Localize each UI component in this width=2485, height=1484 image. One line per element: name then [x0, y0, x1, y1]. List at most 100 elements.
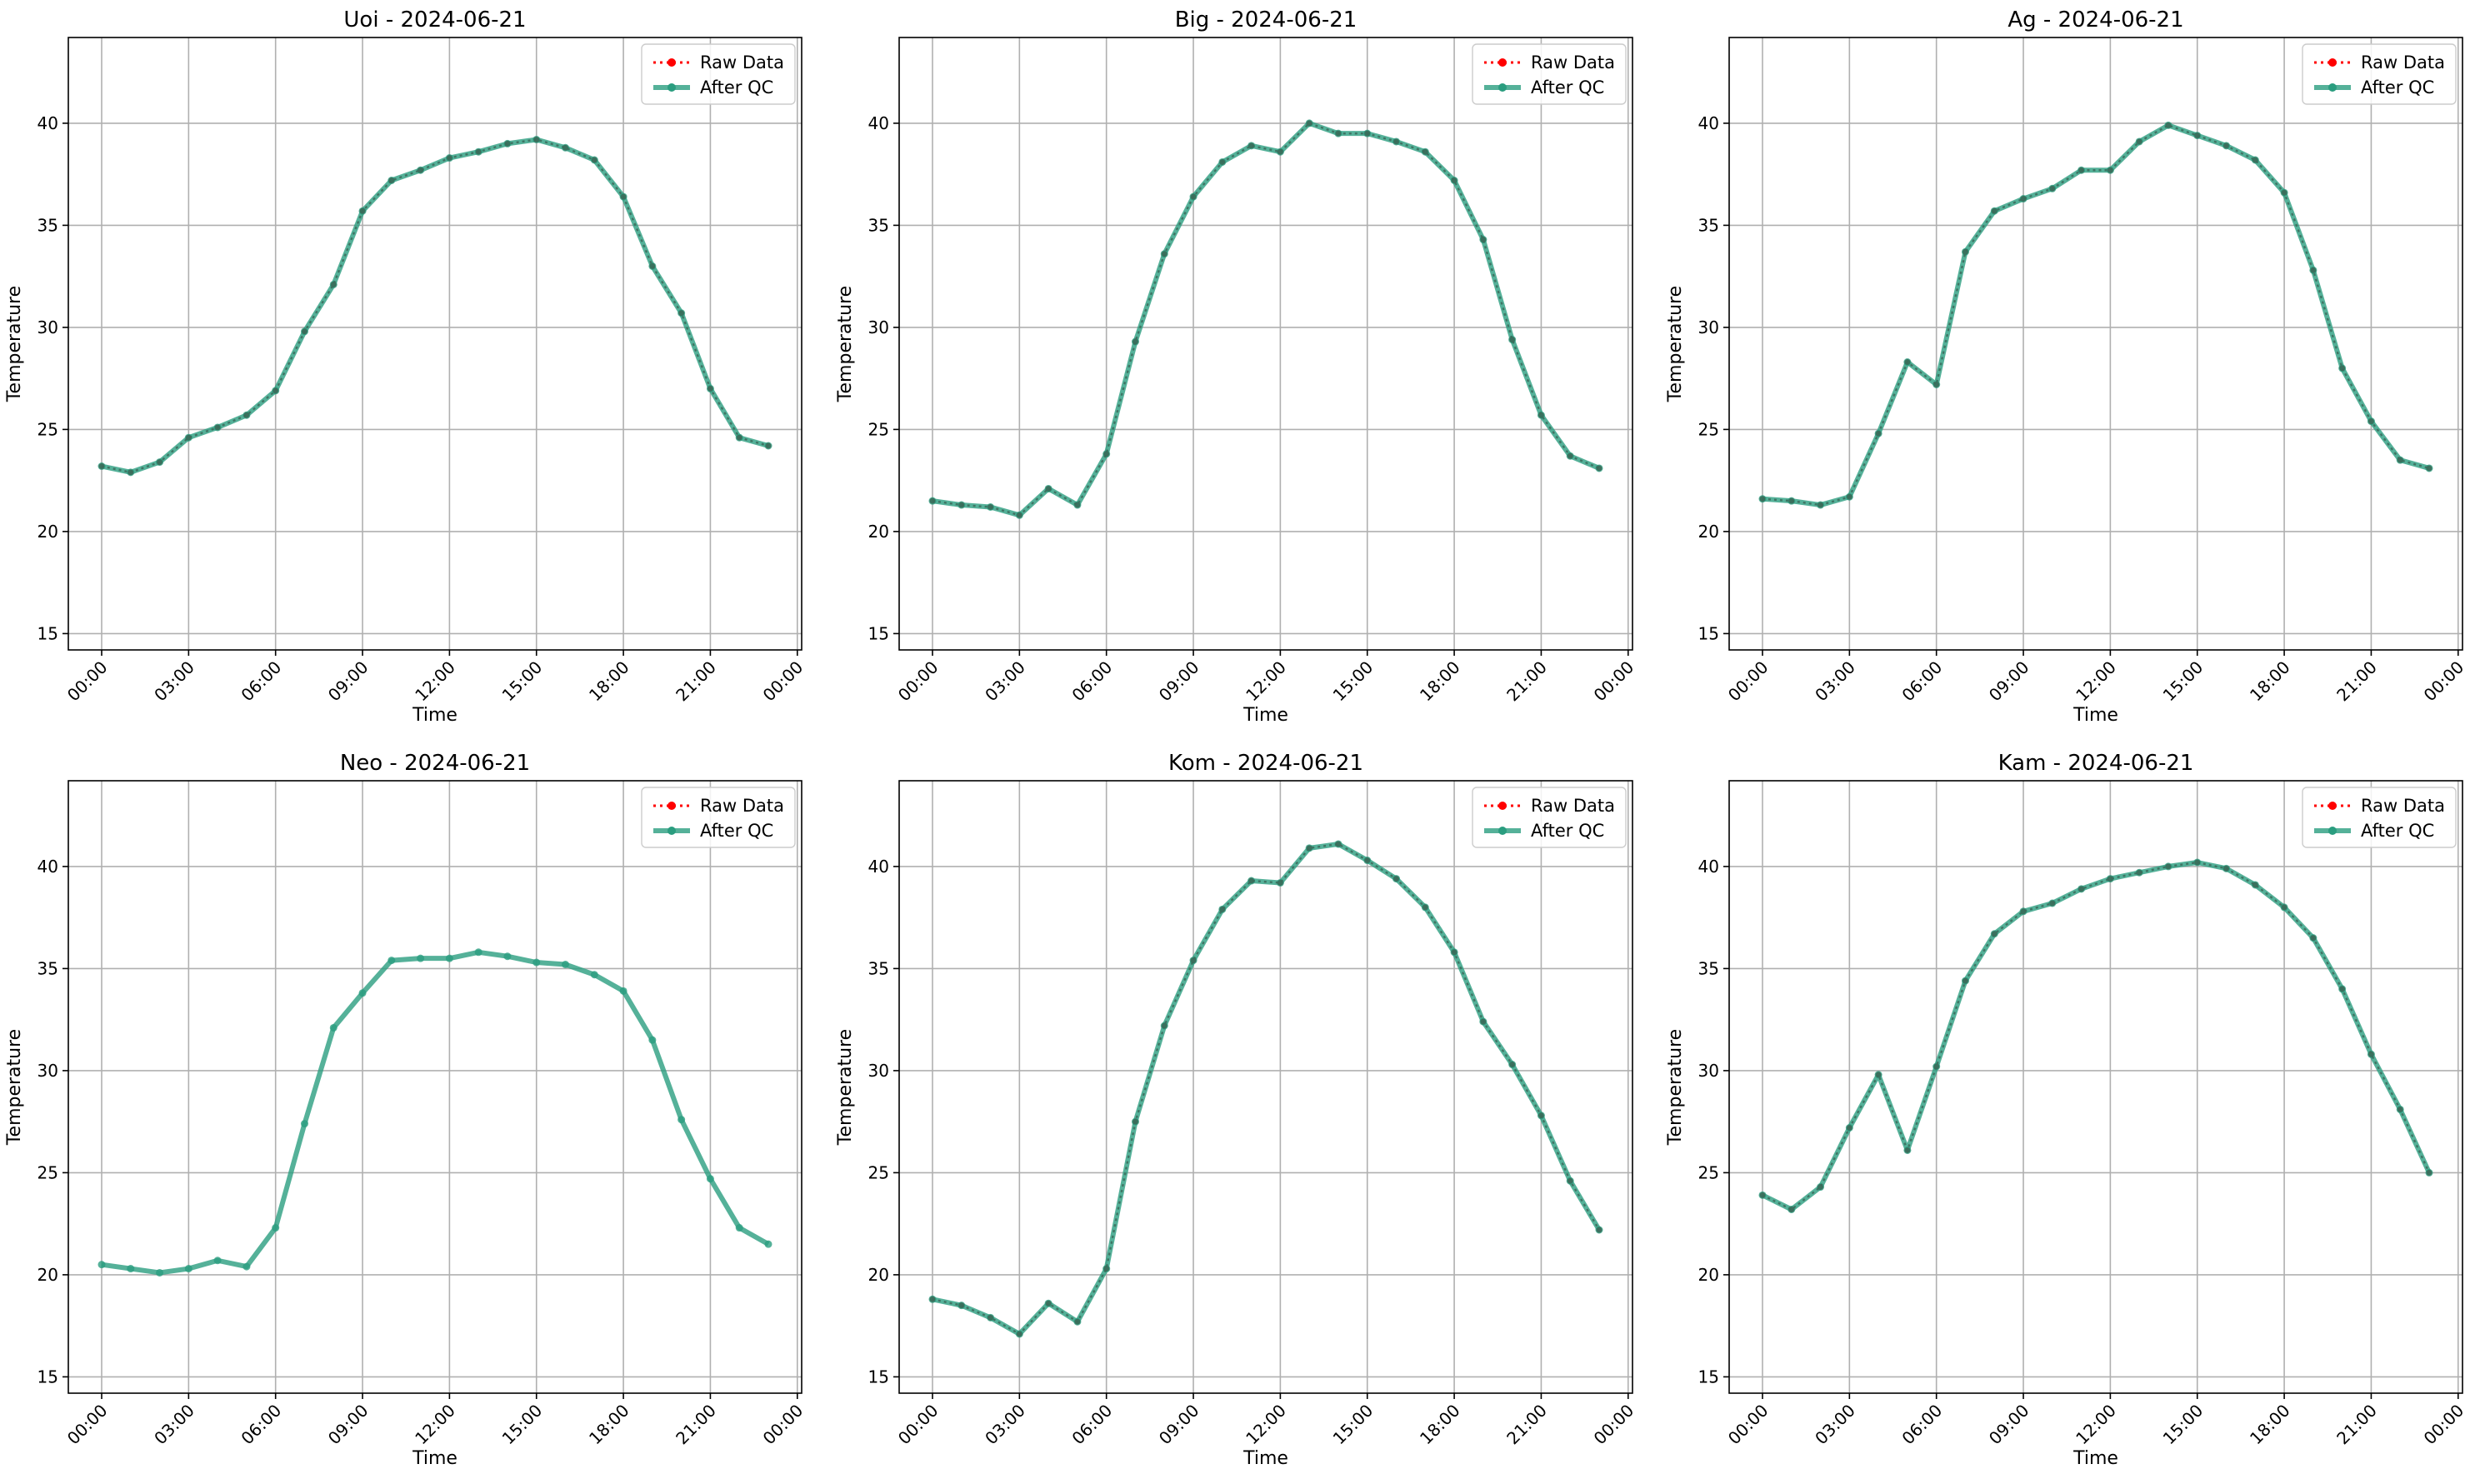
chart-2-series-raw-data	[1762, 124, 2430, 507]
chart-0-raw-point-6	[272, 387, 279, 394]
chart-4-xlabel: Time	[1242, 1448, 1288, 1469]
chart-3-legend-qc-marker	[668, 827, 676, 835]
chart-1-raw-point-9	[1190, 193, 1197, 200]
chart-4-raw-point-3	[1016, 1331, 1022, 1337]
chart-1-raw-point-16	[1393, 138, 1400, 145]
chart-2-raw-point-4	[1875, 430, 1882, 437]
chart-1-raw-point-22	[1567, 452, 1573, 459]
chart-4-raw-point-10	[1219, 906, 1226, 912]
chart-1-legend-raw-marker	[1498, 58, 1507, 67]
chart-0-raw-point-7	[301, 328, 308, 335]
chart-4-raw-point-11	[1248, 877, 1255, 884]
chart-5-xtick-label-2: 06:00	[1898, 1401, 1947, 1449]
chart-5-raw-point-7	[1962, 977, 1968, 984]
chart-0-xtick-label-4: 12:00	[411, 657, 459, 706]
chart-1-title: Big - 2024-06-21	[1175, 7, 1358, 32]
chart-5-raw-point-23	[2426, 1169, 2432, 1176]
chart-3-xtick-label-3: 09:00	[324, 1401, 372, 1449]
chart-5-ytick-label-1: 20	[1698, 1265, 1719, 1285]
chart-3-xtick-label-2: 06:00	[238, 1401, 286, 1449]
chart-2-raw-point-12	[2107, 167, 2113, 173]
chart-3-qc-point-2	[156, 1268, 164, 1277]
chart-5-xtick-label-0: 00:00	[1724, 1401, 1772, 1449]
chart-5-raw-point-14	[2165, 863, 2172, 870]
chart-3-ytick-label-5: 40	[38, 857, 58, 877]
chart-4-raw-point-16	[1393, 876, 1400, 882]
chart-3-ylabel: Temperature	[4, 1029, 25, 1146]
chart-4-raw-point-21	[1538, 1112, 1544, 1119]
chart-2-xlabel: Time	[2072, 705, 2118, 726]
chart-0-series-after-qc	[101, 137, 769, 475]
chart-2-raw-point-7	[1962, 248, 1968, 255]
chart-1-ytick-label-4: 35	[868, 215, 889, 235]
chart-1-xtick-label-5: 15:00	[1329, 657, 1378, 706]
chart-2-legend-raw-marker	[2328, 58, 2337, 67]
chart-0: 15 20 25 30 35 40 00:00 03:00 06:00 09:00 12:00 15:…	[4, 7, 807, 726]
chart-0-legend-qc-label: After QC	[700, 77, 773, 97]
chart-3-qc-point-14	[503, 952, 512, 961]
chart-1-legend: Raw Data After QC	[1472, 43, 1627, 105]
chart-0-raw-point-12	[446, 155, 452, 162]
chart-5-raw-point-13	[2136, 869, 2142, 876]
chart-0-raw-point-2	[157, 459, 163, 466]
chart-3-title: Neo - 2024-06-21	[340, 751, 530, 776]
chart-2-legend-qc-label: After QC	[2361, 77, 2434, 97]
chart-0-raw-point-13	[475, 148, 482, 155]
chart-0-raw-point-23	[765, 442, 772, 449]
chart-4-raw-point-8	[1161, 1022, 1168, 1029]
chart-4-raw-point-18	[1451, 949, 1458, 956]
chart-1-raw-point-6	[1103, 451, 1110, 457]
chart-3-legend-raw-marker	[668, 802, 676, 810]
chart-2-raw-point-6	[1933, 382, 1940, 387]
chart-3-qc-point-10	[388, 957, 396, 965]
chart-0-ytick-label-0: 15	[38, 623, 58, 643]
chart-4-raw-point-12	[1277, 880, 1283, 886]
chart-3-qc-point-11	[417, 954, 425, 962]
chart-0-raw-point-9	[359, 207, 366, 214]
chart-2-raw-point-5	[1904, 359, 1911, 366]
chart-0-xtick-label-5: 15:00	[498, 657, 547, 706]
chart-2-raw-point-20	[2339, 365, 2346, 372]
chart-5-raw-point-10	[2049, 900, 2056, 907]
chart-3-ytick-label-4: 35	[38, 958, 58, 978]
chart-0-xtick-label-0: 00:00	[63, 657, 112, 706]
chart-2-raw-point-14	[2165, 122, 2172, 128]
chart-4-raw-point-19	[1480, 1018, 1487, 1025]
chart-3-legend: Raw Data After QC	[641, 787, 796, 848]
chart-1-ylabel: Temperature	[835, 286, 856, 402]
chart-0-raw-point-8	[330, 281, 337, 287]
chart-3-ytick-label-1: 20	[38, 1265, 58, 1285]
chart-2-raw-point-19	[2310, 267, 2317, 273]
chart-0-xtick-label-7: 21:00	[672, 657, 720, 706]
chart-2-legend-qc-marker	[2328, 83, 2337, 92]
chart-1-ytick-label-0: 15	[868, 623, 889, 643]
chart-4-ytick-label-2: 25	[868, 1162, 889, 1182]
chart-1-series-after-qc	[932, 120, 1601, 518]
chart-5-series-raw-data	[1762, 861, 2431, 1211]
chart-5-legend-raw-label: Raw Data	[2361, 796, 2445, 816]
chart-1-raw-point-15	[1364, 130, 1371, 137]
chart-1-raw-point-4	[1045, 485, 1052, 492]
chart-4-legend-qc-label: After QC	[1531, 821, 1604, 841]
chart-4-raw-point-22	[1567, 1177, 1573, 1184]
chart-2-ytick-label-3: 30	[1698, 317, 1719, 337]
chart-1-xtick-label-2: 06:00	[1068, 657, 1117, 706]
chart-0-xtick-label-8: 00:00	[759, 657, 808, 706]
chart-2-raw-point-15	[2194, 132, 2201, 139]
chart-3-qc-point-19	[648, 1036, 657, 1044]
chart-5-raw-point-20	[2339, 986, 2346, 992]
chart-3-legend-raw-label: Raw Data	[700, 796, 784, 816]
chart-3-qc-point-17	[590, 971, 598, 979]
chart-2-xtick-label-2: 06:00	[1898, 657, 1947, 706]
chart-5-xtick-label-3: 09:00	[1985, 1401, 2033, 1449]
chart-1-raw-point-0	[929, 497, 936, 504]
chart-5-raw-point-9	[2020, 908, 2027, 915]
chart-5-xtick-label-4: 12:00	[2072, 1401, 2120, 1449]
chart-5-xtick-label-6: 18:00	[2246, 1401, 2294, 1449]
chart-3-xlabel: Time	[412, 1448, 458, 1469]
chart-3-qc-point-18	[619, 987, 628, 995]
chart-2-raw-point-17	[2252, 157, 2258, 163]
chart-1-ytick-label-5: 40	[868, 113, 889, 133]
chart-4-series-after-qc	[932, 841, 1602, 1337]
chart-2-raw-point-9	[2020, 196, 2027, 202]
